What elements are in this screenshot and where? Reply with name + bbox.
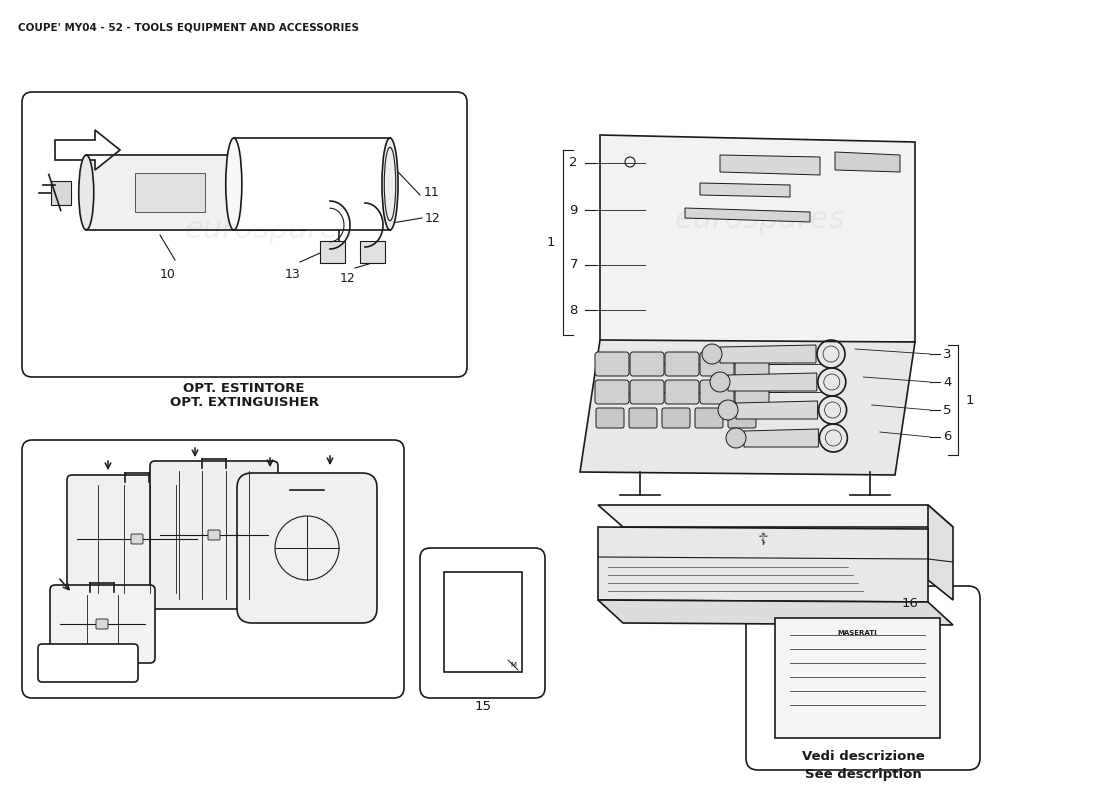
Text: 9: 9 [570,203,578,217]
Text: 5: 5 [943,403,951,417]
Text: eurospares: eurospares [674,206,845,234]
FancyBboxPatch shape [629,408,657,428]
Polygon shape [685,208,810,222]
Polygon shape [728,373,817,391]
Text: ▲ = 14: ▲ = 14 [64,657,112,670]
Text: 8: 8 [570,303,578,317]
FancyBboxPatch shape [595,352,629,376]
Text: 12: 12 [425,211,441,225]
Circle shape [710,372,730,392]
Text: 16: 16 [902,597,918,610]
FancyBboxPatch shape [735,380,769,404]
Polygon shape [744,429,818,447]
FancyBboxPatch shape [96,619,108,629]
Ellipse shape [79,155,94,230]
Text: 6: 6 [943,430,951,443]
FancyBboxPatch shape [22,92,467,377]
Text: 11: 11 [424,186,440,199]
FancyBboxPatch shape [150,461,278,609]
FancyBboxPatch shape [728,408,756,428]
Text: 3: 3 [943,347,951,361]
Text: MASERATI: MASERATI [837,630,877,636]
Polygon shape [598,600,953,625]
Ellipse shape [297,155,312,230]
Circle shape [702,344,722,364]
Ellipse shape [226,138,242,230]
Text: 10: 10 [161,268,176,281]
FancyBboxPatch shape [700,380,734,404]
Text: M: M [510,662,516,668]
Polygon shape [135,173,205,212]
Text: eurospares: eurospares [185,215,355,245]
Text: 13: 13 [285,268,301,281]
FancyBboxPatch shape [131,534,143,544]
FancyBboxPatch shape [67,475,207,603]
Polygon shape [580,340,915,475]
Text: COUPE' MY04 - 52 - TOOLS EQUIPMENT AND ACCESSORIES: COUPE' MY04 - 52 - TOOLS EQUIPMENT AND A… [18,22,359,32]
FancyBboxPatch shape [50,585,155,663]
Polygon shape [51,181,70,205]
Circle shape [718,400,738,420]
Polygon shape [928,505,953,600]
FancyBboxPatch shape [630,352,664,376]
FancyBboxPatch shape [236,473,377,623]
Text: OPT. EXTINGUISHER: OPT. EXTINGUISHER [169,396,319,409]
Polygon shape [736,401,817,419]
FancyBboxPatch shape [746,586,980,770]
Text: 2: 2 [570,157,578,170]
Polygon shape [776,618,940,738]
FancyBboxPatch shape [695,408,723,428]
Polygon shape [55,130,120,170]
Text: Vedi descrizione
See description: Vedi descrizione See description [802,750,924,781]
Text: OPT. ESTINTORE: OPT. ESTINTORE [184,382,305,395]
Text: 4: 4 [943,375,951,389]
Polygon shape [360,241,385,263]
Text: eurospares: eurospares [145,575,316,605]
Ellipse shape [382,138,398,230]
FancyBboxPatch shape [208,530,220,540]
FancyBboxPatch shape [595,380,629,404]
Polygon shape [600,135,915,342]
FancyBboxPatch shape [666,352,698,376]
Text: 12: 12 [340,272,356,285]
Polygon shape [86,155,305,230]
FancyBboxPatch shape [735,352,769,376]
Polygon shape [598,527,928,602]
Polygon shape [720,155,820,175]
FancyBboxPatch shape [420,548,544,698]
FancyBboxPatch shape [596,408,624,428]
Polygon shape [320,241,345,263]
FancyBboxPatch shape [39,644,138,682]
Text: 15: 15 [474,700,492,713]
Polygon shape [720,345,816,363]
FancyBboxPatch shape [700,352,734,376]
Polygon shape [700,183,790,197]
Polygon shape [598,505,953,527]
Polygon shape [234,138,390,230]
Polygon shape [835,152,900,172]
FancyBboxPatch shape [666,380,698,404]
Text: eurospares: eurospares [674,575,845,605]
Circle shape [726,428,746,448]
Text: 7: 7 [570,258,578,271]
FancyBboxPatch shape [630,380,664,404]
FancyBboxPatch shape [22,440,404,698]
FancyBboxPatch shape [662,408,690,428]
Text: 1: 1 [547,235,556,249]
Text: 1: 1 [966,394,975,406]
Polygon shape [444,572,522,672]
Text: ☦: ☦ [758,531,769,549]
